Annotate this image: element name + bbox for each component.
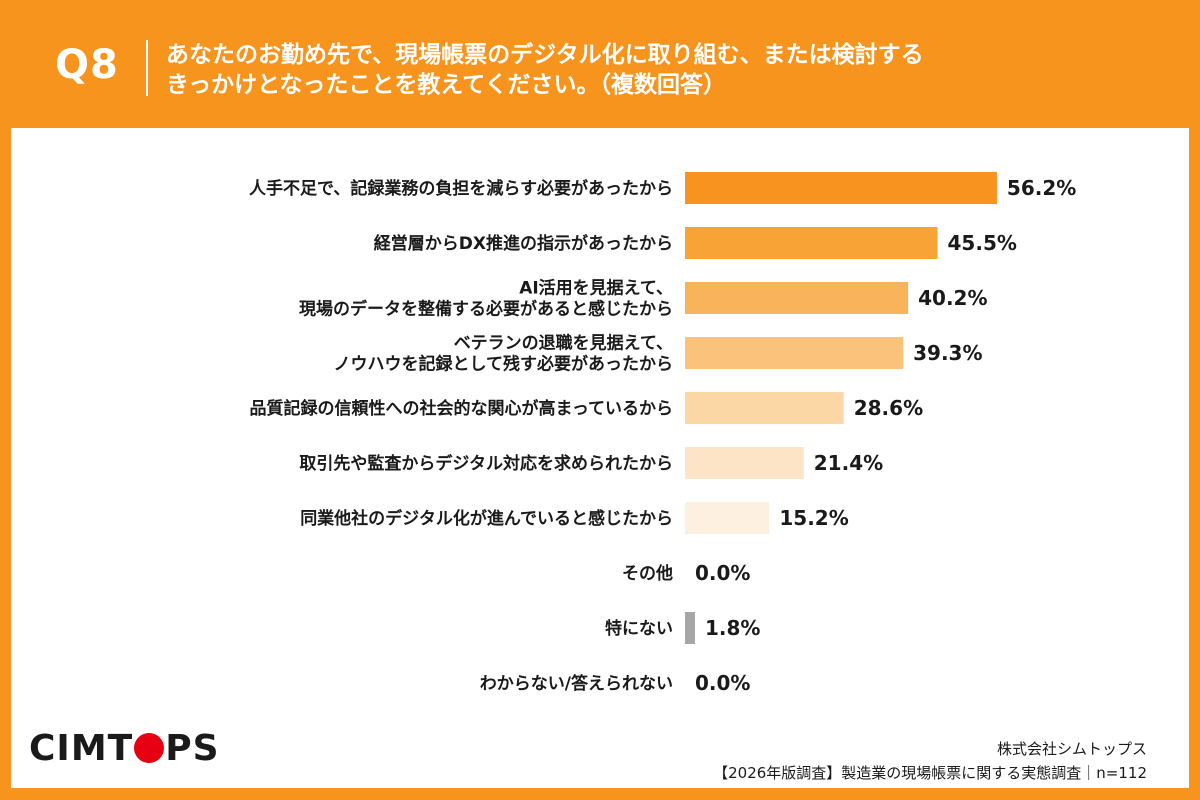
value-label: 15.2% xyxy=(779,506,848,530)
category-label: その他 xyxy=(622,563,673,584)
bar xyxy=(685,612,695,644)
category-label-line: 同業他社のデジタル化が進んでいると感じたから xyxy=(300,508,673,529)
value-label: 28.6% xyxy=(854,396,923,420)
category-label: わからない/答えられない xyxy=(480,673,673,694)
category-label: 人手不足で、記録業務の負担を減らす必要があったから xyxy=(249,178,673,199)
question-text-line-2: きっかけとなったことを教えてください。（複数回答） xyxy=(166,72,727,98)
category-label: 特にない xyxy=(605,618,673,639)
category-label-line: ベテランの退職を見据えて、 xyxy=(454,333,673,354)
bar xyxy=(685,282,909,314)
header-divider xyxy=(146,40,148,96)
value-label: 0.0% xyxy=(695,671,750,695)
value-label: 39.3% xyxy=(913,341,982,365)
category-label: 同業他社のデジタル化が進んでいると感じたから xyxy=(300,508,673,529)
category-label-line: 経営層からDX推進の指示があったから xyxy=(374,233,673,254)
logo-text-post: PS xyxy=(165,728,220,769)
value-label: 21.4% xyxy=(814,451,883,475)
category-label-line: わからない/答えられない xyxy=(480,673,673,694)
bar xyxy=(685,337,904,369)
value-label: 56.2% xyxy=(1007,176,1076,200)
bar xyxy=(685,447,804,479)
category-label-line: ノウハウを記録として残す必要があったから xyxy=(334,354,674,375)
category-label-line: 取引先や監査からデジタル対応を求められたから xyxy=(299,453,673,474)
question-text: あなたのお勤め先で、現場帳票のデジタル化に取り組む、または検討する きっかけとな… xyxy=(166,40,1166,100)
category-label-line: その他 xyxy=(622,563,673,584)
category-label-line: 人手不足で、記録業務の負担を減らす必要があったから xyxy=(249,178,673,199)
category-label: AI活用を見据えて、現場のデータを整備する必要があると感じたから xyxy=(299,278,673,320)
question-number: Q8 xyxy=(55,42,119,88)
chart-panel: 人手不足で、記録業務の負担を減らす必要があったから 56.2% 経営層からDX推進の… xyxy=(11,128,1189,788)
category-label: ベテランの退職を見据えて、ノウハウを記録として残す必要があったから xyxy=(334,333,674,375)
question-header: Q8 あなたのお勤め先で、現場帳票のデジタル化に取り組む、または検討する きっか… xyxy=(0,0,1200,128)
category-label: 経営層からDX推進の指示があったから xyxy=(374,233,673,254)
bar xyxy=(685,227,938,259)
company-name: 株式会社シムトップス xyxy=(996,740,1147,758)
bar-chart: 人手不足で、記録業務の負担を減らす必要があったから 56.2% 経営層からDX推進の… xyxy=(249,172,1076,695)
value-label: 0.0% xyxy=(695,561,750,585)
value-label: 1.8% xyxy=(705,616,760,640)
category-label: 取引先や監査からデジタル対応を求められたから xyxy=(299,453,673,474)
category-label-line: 特にない xyxy=(605,618,673,639)
cimtops-logo: CIMT PS xyxy=(29,728,220,769)
category-label-line: AI活用を見据えて、 xyxy=(519,278,673,299)
bar xyxy=(685,172,997,204)
bar xyxy=(685,392,844,424)
category-label: 品質記録の信頼性への社会的な関心が高まっているから xyxy=(250,398,673,419)
survey-source: 【2026年版調査】製造業の現場帳票に関する実態調査｜n=112 xyxy=(713,764,1147,782)
value-label: 40.2% xyxy=(918,286,987,310)
logo-text-pre: CIMT xyxy=(29,728,134,769)
value-label: 45.5% xyxy=(948,231,1017,255)
category-label-line: 現場のデータを整備する必要があると感じたから xyxy=(299,299,673,320)
category-label-line: 品質記録の信頼性への社会的な関心が高まっているから xyxy=(250,398,673,419)
question-text-line-1: あなたのお勤め先で、現場帳票のデジタル化に取り組む、または検討する xyxy=(166,42,924,68)
bar xyxy=(685,502,770,534)
logo-dot-icon xyxy=(134,733,165,763)
